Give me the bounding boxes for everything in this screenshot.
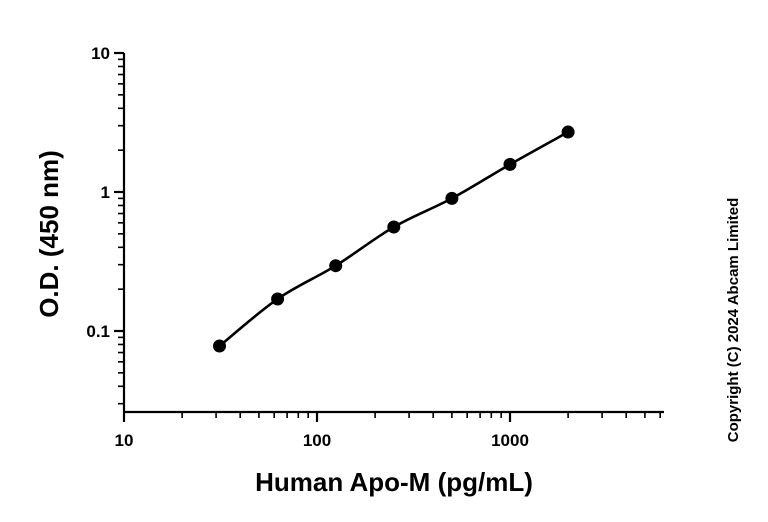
y-tick-label: 10 (91, 44, 110, 63)
x-tick-label: 10 (115, 431, 134, 450)
y-tick-label: 0.1 (86, 322, 110, 341)
x-axis-title: Human Apo-M (pg/mL) (255, 467, 533, 497)
data-point (387, 220, 401, 234)
data-point (271, 292, 285, 306)
data-points-layer (213, 125, 575, 353)
data-point (445, 191, 459, 205)
ticks-layer: 0.1 1 10 10 100 1000 (86, 44, 661, 450)
y-axis-title: O.D. (450 nm) (34, 150, 64, 318)
data-point (213, 339, 227, 353)
data-point (561, 125, 575, 139)
copyright-notice: Copyright (C) 2024 Abcam Limited (725, 198, 742, 442)
x-tick-label: 1000 (491, 431, 529, 450)
x-tick-label: 100 (303, 431, 331, 450)
y-tick-label: 1 (101, 183, 110, 202)
data-point (329, 259, 343, 273)
data-point (503, 157, 517, 171)
